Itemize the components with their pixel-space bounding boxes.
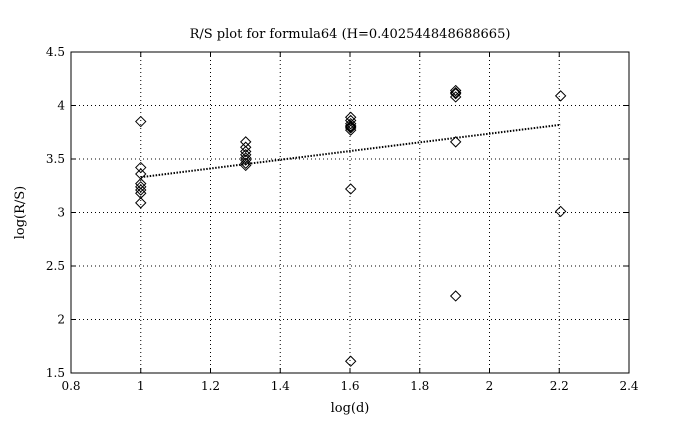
x-tick-label: 0.8 bbox=[61, 379, 80, 393]
data-point-diamond bbox=[344, 355, 357, 367]
x-tick-label: 1.4 bbox=[271, 379, 290, 393]
y-tick-label: 4 bbox=[57, 99, 65, 113]
y-tick-label: 2 bbox=[57, 313, 65, 327]
data-point-diamond bbox=[449, 91, 462, 103]
x-tick-label: 2 bbox=[486, 379, 494, 393]
x-axis-label: log(d) bbox=[331, 401, 370, 416]
data-point-diamond bbox=[135, 115, 147, 128]
data-point-diamond bbox=[135, 161, 147, 174]
data-point-diamond bbox=[449, 136, 462, 148]
y-tick-label: 4.5 bbox=[46, 45, 65, 59]
x-tick-label: 1.8 bbox=[410, 379, 429, 393]
axis-ticks: 0.8 1 1.2 1.4 1.6 1.8 2 2.2 2.4 1.5 2 2.5 3 3.5 4 4.5 bbox=[46, 45, 639, 393]
x-tick-label: 1.6 bbox=[340, 379, 359, 393]
y-tick-label: 3.5 bbox=[46, 152, 65, 166]
y-tick-label: 3 bbox=[57, 206, 65, 220]
y-tick-label: 2.5 bbox=[46, 259, 65, 273]
data-point-diamond bbox=[344, 120, 357, 132]
y-axis-label: log(R/S) bbox=[13, 186, 28, 240]
data-point-diamond bbox=[554, 90, 567, 102]
x-tick-label: 2.2 bbox=[550, 379, 569, 393]
data-point-diamond bbox=[135, 181, 147, 193]
data-point-diamond bbox=[554, 205, 567, 218]
x-tick-label: 1 bbox=[137, 379, 145, 393]
data-point-diamond bbox=[344, 121, 357, 133]
chart-title: R/S plot for formula64 (H=0.402544848688… bbox=[190, 27, 511, 42]
grid bbox=[71, 52, 629, 373]
data-point-diamond bbox=[240, 154, 252, 166]
data-point-diamond bbox=[449, 88, 462, 100]
data-point-diamond bbox=[240, 145, 252, 158]
data-point-diamond bbox=[344, 117, 357, 130]
data-points bbox=[135, 84, 567, 367]
data-point-diamond bbox=[344, 124, 357, 136]
x-tick-label: 1.2 bbox=[201, 379, 220, 393]
data-point-diamond bbox=[449, 84, 462, 97]
x-tick-label: 2.4 bbox=[619, 379, 638, 393]
data-point-diamond bbox=[449, 290, 462, 302]
data-point-diamond bbox=[344, 122, 357, 134]
y-tick-label: 1.5 bbox=[46, 366, 65, 380]
data-point-diamond bbox=[344, 183, 357, 195]
data-point-diamond bbox=[240, 159, 252, 172]
data-point-diamond bbox=[449, 86, 462, 99]
data-point-diamond bbox=[135, 184, 147, 196]
data-point-diamond bbox=[135, 197, 147, 209]
data-point-diamond bbox=[240, 157, 252, 169]
data-point-diamond bbox=[240, 152, 252, 164]
